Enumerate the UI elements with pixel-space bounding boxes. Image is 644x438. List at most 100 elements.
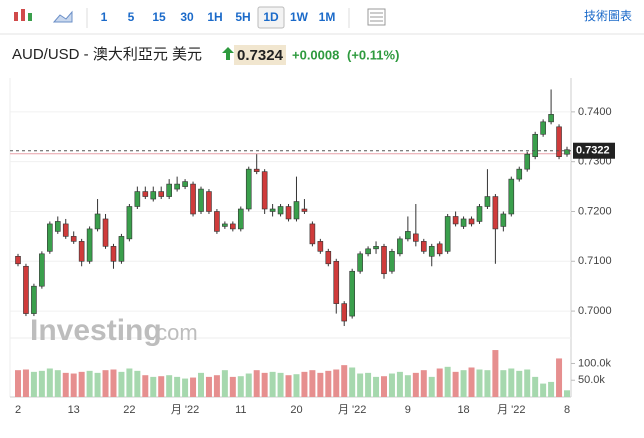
y-tick-label: 0.7100 — [578, 255, 612, 267]
price: 0.7324 — [237, 47, 284, 64]
candle-body — [309, 223, 316, 245]
x-tick-label: 22 — [123, 404, 135, 416]
volume-bar — [388, 373, 395, 397]
candle-body — [70, 236, 77, 242]
volume-bar — [452, 371, 459, 397]
volume-bar — [444, 366, 451, 397]
change: +0.0008 — [292, 47, 339, 62]
volume-bar — [245, 373, 252, 397]
interval-button[interactable]: 1D — [263, 10, 279, 24]
volume-bar — [205, 376, 212, 397]
candle-body — [349, 270, 355, 317]
volume-bar — [357, 373, 364, 397]
volume-bar — [508, 368, 515, 397]
volume-bar — [476, 369, 483, 397]
candle-body — [277, 206, 284, 215]
candle-body — [293, 201, 300, 220]
candle-body — [548, 114, 554, 123]
candle-body — [428, 246, 435, 257]
volume-bar — [564, 390, 570, 397]
volume-bar — [404, 375, 411, 397]
volume-bar — [365, 372, 372, 397]
volume-bar — [420, 370, 427, 397]
selected-interval-box — [257, 6, 285, 29]
x-tick-label: 8 — [564, 404, 570, 416]
candle-body — [54, 221, 61, 232]
volume-bar — [428, 376, 435, 397]
volume-bar — [373, 376, 380, 397]
interval-button[interactable]: 1 — [101, 10, 108, 24]
candle-body — [182, 181, 188, 187]
volume-bar — [460, 370, 467, 397]
candle-body — [222, 223, 228, 227]
last-price-label: 0.7322 — [576, 145, 610, 157]
candle-body — [452, 216, 459, 225]
candle-body — [540, 121, 546, 135]
candle-icon[interactable] — [14, 9, 32, 21]
volume-bar — [349, 367, 356, 397]
candle-body — [62, 223, 69, 237]
volume-bar — [556, 358, 563, 397]
volume-bar — [548, 381, 555, 397]
candle-body — [436, 243, 443, 255]
volume-bar — [269, 371, 276, 397]
candle-body — [94, 213, 101, 230]
volume-bar — [253, 370, 260, 397]
interval-button[interactable]: 1W — [290, 10, 309, 24]
candle-body — [150, 191, 157, 200]
table-icon[interactable] — [367, 8, 386, 26]
up-arrow — [222, 47, 234, 60]
candle-body — [413, 233, 419, 242]
volume-bar — [158, 376, 165, 397]
y-tick-label: 0.7000 — [578, 305, 612, 317]
volume-bar — [22, 369, 29, 397]
watermark-brand: Investing — [30, 314, 162, 347]
volume-bar — [174, 376, 181, 397]
volume-bar — [293, 374, 300, 397]
candle-body — [373, 246, 379, 250]
candle-body — [389, 251, 395, 272]
volume-bar — [381, 376, 387, 397]
candle-body — [23, 265, 29, 314]
candle-body — [524, 153, 531, 170]
interval-button[interactable]: 1H — [207, 10, 222, 24]
candle-body — [158, 191, 165, 197]
volume-bar — [62, 372, 69, 397]
candle-body — [460, 218, 467, 227]
candle-body — [444, 216, 451, 252]
volume-bar — [468, 367, 475, 397]
candle-body — [214, 211, 220, 232]
candle-body — [110, 246, 117, 262]
volume-bar — [198, 372, 204, 397]
volume-bar — [54, 370, 61, 397]
interval-button[interactable]: 30 — [180, 10, 194, 24]
candle-body — [245, 168, 252, 210]
volume-bar — [38, 370, 45, 397]
volume-bar — [213, 375, 220, 397]
volume-bar — [126, 368, 133, 397]
volume-bar — [78, 371, 85, 397]
chart-link[interactable]: 技術圖表 — [584, 9, 632, 23]
interval-button[interactable]: 5H — [235, 10, 250, 24]
area-icon[interactable] — [52, 10, 73, 23]
volume-bar — [524, 369, 531, 397]
x-tick-label: 9 — [405, 404, 411, 416]
volume-bar — [166, 375, 173, 397]
interval-button[interactable]: 15 — [152, 10, 166, 24]
candle-body — [317, 241, 324, 252]
candle-body — [39, 253, 45, 287]
volume-bar — [15, 370, 21, 397]
candle-body — [15, 256, 21, 265]
candle-body — [397, 238, 403, 255]
volume-bar — [317, 372, 324, 397]
volume-bar — [492, 350, 499, 397]
interval-button[interactable]: 5 — [128, 10, 135, 24]
x-tick-label: 11 — [235, 404, 246, 416]
price-highlight — [234, 45, 286, 65]
volume-bar — [309, 370, 316, 397]
volume-bar — [333, 369, 340, 397]
interval-button[interactable]: 1M — [319, 10, 336, 24]
candle-body — [47, 223, 53, 252]
candle-body — [237, 208, 244, 230]
